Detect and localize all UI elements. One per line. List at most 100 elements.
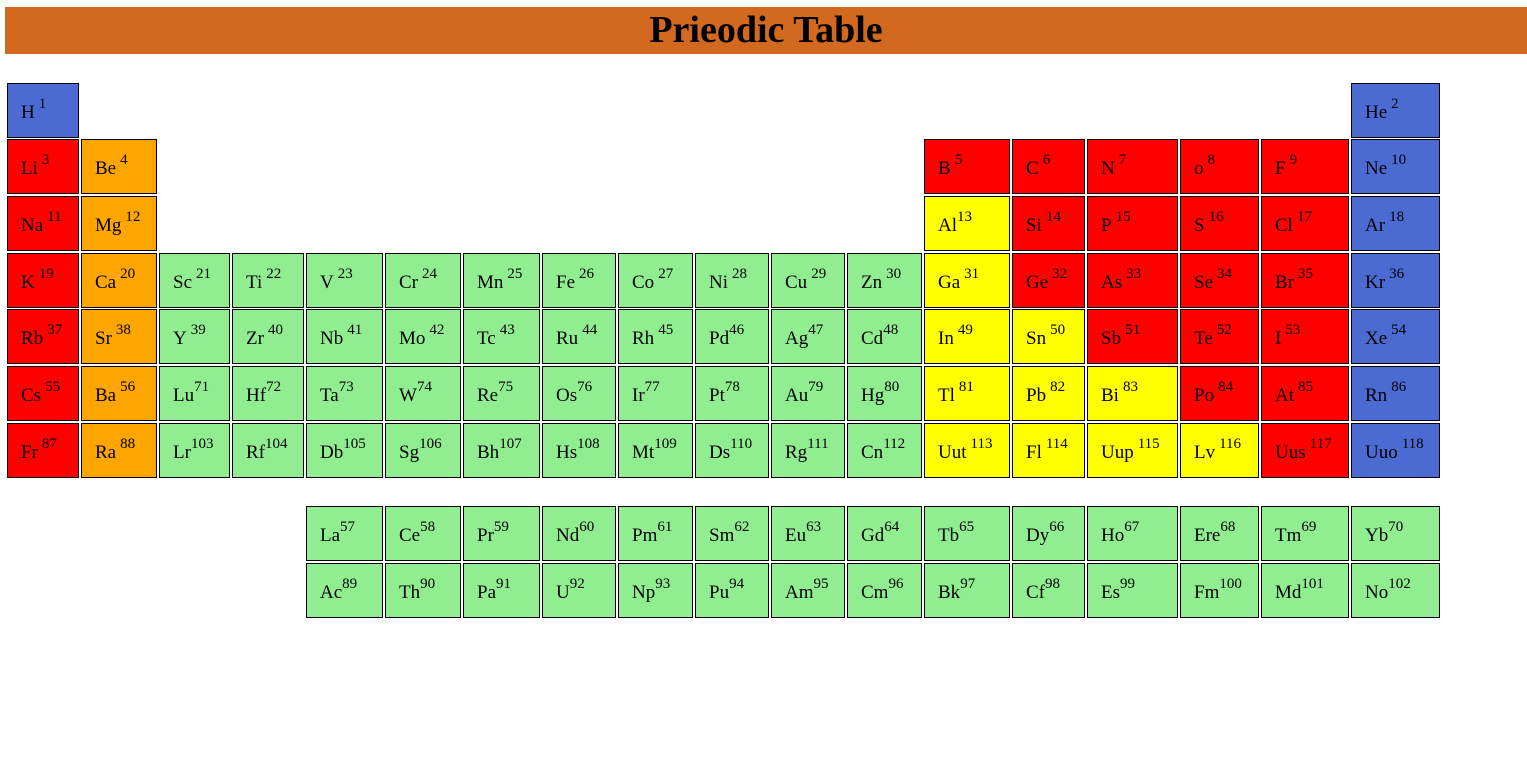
element-symbol: Sc xyxy=(173,272,192,293)
atomic-number: 13 xyxy=(957,209,972,225)
element-cell: Pd 46 xyxy=(695,309,769,364)
element-cell: Tm 69 xyxy=(1261,506,1349,561)
atomic-number: 80 xyxy=(884,379,900,395)
element-cell: Ds 110 xyxy=(695,423,769,478)
element-cell: Bi 83 xyxy=(1087,366,1178,421)
atomic-number: 88 xyxy=(120,436,136,452)
element-symbol: Uuo xyxy=(1365,442,1398,463)
element-symbol: Po xyxy=(1194,385,1215,406)
element-cell: Cn 112 xyxy=(847,423,922,478)
element-cell: Pr 59 xyxy=(463,506,540,561)
element-symbol: Pm xyxy=(632,525,658,546)
element-symbol: o xyxy=(1194,158,1204,179)
atomic-number: 20 xyxy=(120,266,136,282)
element-cell: Ac 89 xyxy=(306,563,383,618)
atomic-number: 75 xyxy=(498,379,514,395)
element-symbol: Co xyxy=(632,272,655,293)
element-cell: La 57 xyxy=(306,506,383,561)
atomic-number: 46 xyxy=(729,322,745,338)
element-symbol: Np xyxy=(632,582,656,603)
atomic-number: 59 xyxy=(493,519,509,535)
element-cell: Cu 29 xyxy=(771,253,845,308)
element-symbol: Hf xyxy=(246,385,267,406)
element-cell: Co 27 xyxy=(618,253,693,308)
element-symbol: Ba xyxy=(95,385,117,406)
atomic-number: 36 xyxy=(1389,266,1405,282)
element-cell: Np 93 xyxy=(618,563,693,618)
atomic-number: 115 xyxy=(1137,436,1160,452)
atomic-number: 96 xyxy=(888,576,904,592)
element-symbol: Mg xyxy=(95,215,122,236)
atomic-number: 110 xyxy=(730,436,753,452)
element-cell: Hg 80 xyxy=(847,366,922,421)
element-cell: I 53 xyxy=(1261,309,1349,364)
element-symbol: Cf xyxy=(1026,582,1045,603)
element-symbol: Fl xyxy=(1026,442,1042,463)
atomic-number: 74 xyxy=(416,379,432,395)
element-symbol: C xyxy=(1026,158,1039,179)
element-cell: Fe 26 xyxy=(542,253,616,308)
atomic-number: 106 xyxy=(419,436,442,452)
element-symbol: Os xyxy=(556,385,578,406)
element-cell: Es 99 xyxy=(1087,563,1178,618)
atomic-number: 77 xyxy=(644,379,660,395)
element-cell: Nb 41 xyxy=(306,309,383,364)
atomic-number: 45 xyxy=(658,322,674,338)
atomic-number: 108 xyxy=(577,436,600,452)
element-symbol: Zr xyxy=(246,328,264,349)
element-symbol: Sb xyxy=(1101,328,1122,349)
element-cell: Db 105 xyxy=(306,423,383,478)
element-cell: Hf 72 xyxy=(232,366,304,421)
atomic-number: 58 xyxy=(420,519,436,535)
atomic-number: 48 xyxy=(883,322,899,338)
atomic-number: 64 xyxy=(884,519,900,535)
atomic-number: 101 xyxy=(1301,576,1324,592)
element-cell: Br 35 xyxy=(1261,253,1349,308)
element-symbol: F xyxy=(1275,158,1286,179)
atomic-number: 100 xyxy=(1219,576,1242,592)
element-cell: S 16 xyxy=(1180,196,1259,251)
element-symbol: Si xyxy=(1026,215,1042,236)
element-symbol: Eu xyxy=(785,525,807,546)
element-cell: He 2 xyxy=(1351,83,1440,138)
element-symbol: Sg xyxy=(399,442,420,463)
element-cell: Lu 71 xyxy=(159,366,230,421)
element-symbol: Mt xyxy=(632,442,655,463)
element-cell: Mt 109 xyxy=(618,423,693,478)
atomic-number: 22 xyxy=(266,266,282,282)
element-symbol: Na xyxy=(21,215,44,236)
element-symbol: Br xyxy=(1275,272,1294,293)
element-symbol: Gd xyxy=(861,525,885,546)
element-cell: Mg 12 xyxy=(81,196,157,251)
element-symbol: La xyxy=(320,525,341,546)
atomic-number: 93 xyxy=(655,576,671,592)
element-cell: Ti 22 xyxy=(232,253,304,308)
atomic-number: 104 xyxy=(265,436,288,452)
element-cell: Md 101 xyxy=(1261,563,1349,618)
atomic-number: 39 xyxy=(190,322,206,338)
atomic-number: 60 xyxy=(579,519,595,535)
element-cell: Th 90 xyxy=(385,563,461,618)
atomic-number: 97 xyxy=(960,576,976,592)
page-title: Prieodic Table xyxy=(5,7,1527,54)
atomic-number: 40 xyxy=(267,322,283,338)
element-cell: Te 52 xyxy=(1180,309,1259,364)
element-symbol: Md xyxy=(1275,582,1302,603)
element-symbol: Pd xyxy=(709,328,730,349)
element-symbol: Pr xyxy=(477,525,494,546)
element-cell: Nd 60 xyxy=(542,506,616,561)
element-symbol: Sm xyxy=(709,525,735,546)
atomic-number: 66 xyxy=(1049,519,1065,535)
element-cell: Mo 42 xyxy=(385,309,461,364)
element-symbol: Y xyxy=(173,328,187,349)
element-symbol: Pa xyxy=(477,582,496,603)
element-cell: Am 95 xyxy=(771,563,845,618)
element-cell: Sr 38 xyxy=(81,309,157,364)
element-cell: Ne 10 xyxy=(1351,139,1440,194)
element-symbol: Mn xyxy=(477,272,504,293)
element-symbol: Dy xyxy=(1026,525,1050,546)
element-symbol: Hs xyxy=(556,442,578,463)
